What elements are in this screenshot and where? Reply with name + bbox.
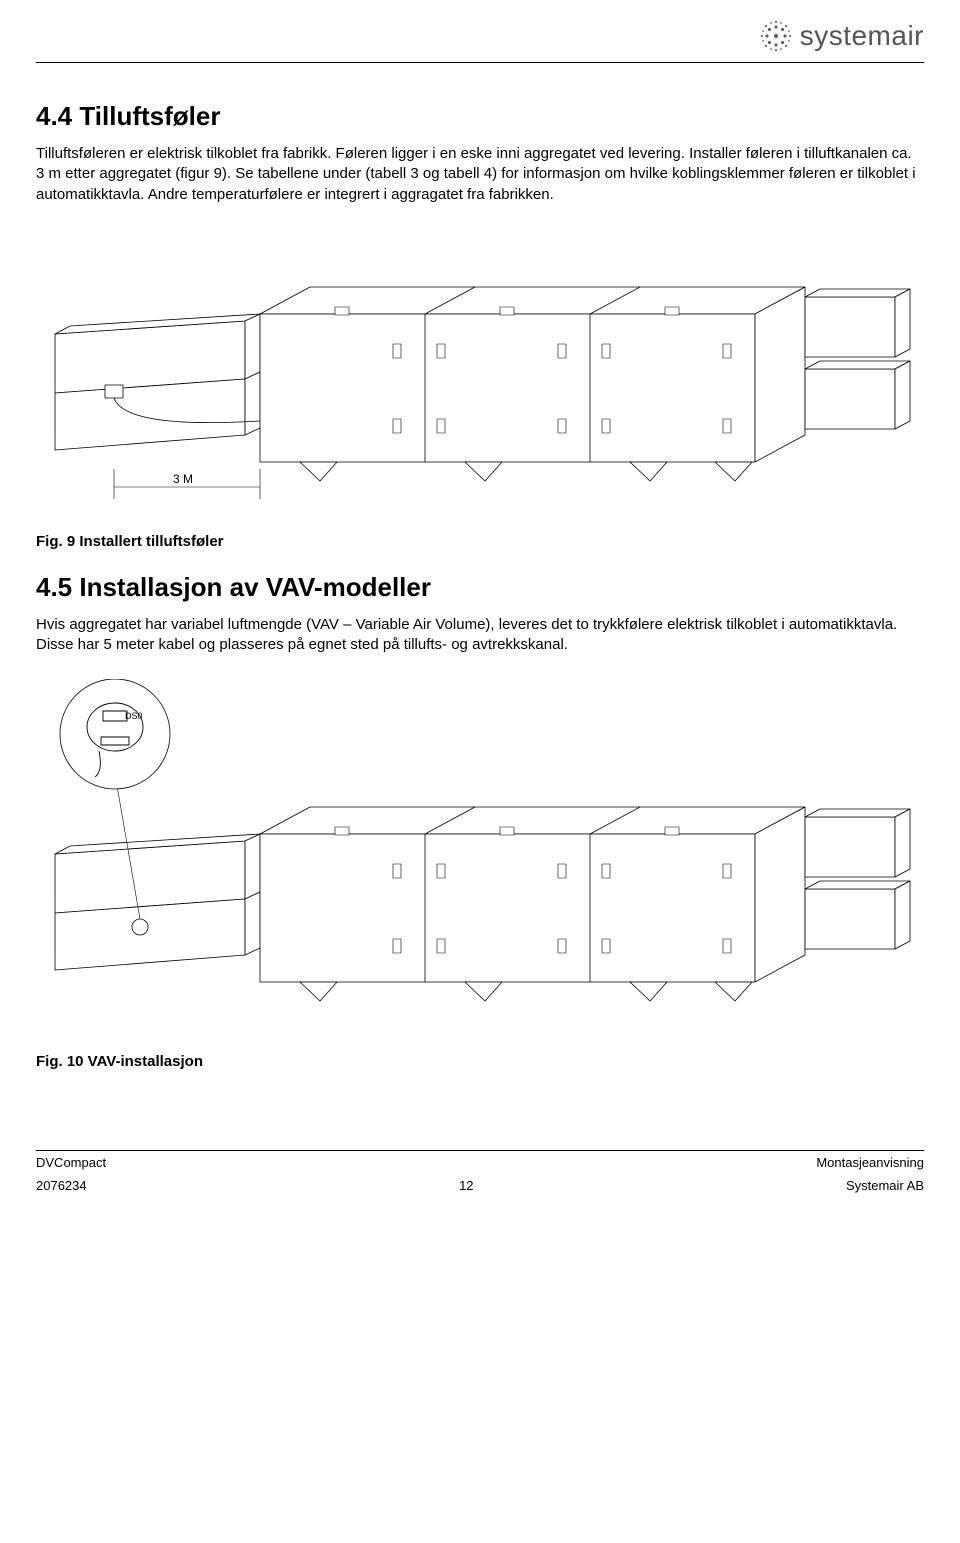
brand-logo: systemair xyxy=(758,18,924,54)
page-footer: DVCompact Montasjeanvisning 2076234 12 S… xyxy=(36,1150,924,1197)
section-4-4-text: Tilluftsføleren er elektrisk tilkoblet f… xyxy=(36,144,924,205)
figure-9-caption: Fig. 9 Installert tilluftsføler xyxy=(36,533,924,550)
section-4-5-text: Hvis aggregatet har variabel luftmengde … xyxy=(36,615,924,656)
footer-page-number: 12 xyxy=(87,1178,846,1193)
svg-text:3 M: 3 M xyxy=(173,472,193,486)
footer-company: Systemair AB xyxy=(846,1178,924,1193)
footer-product: DVCompact xyxy=(36,1155,106,1170)
brand-text: systemair xyxy=(800,20,924,52)
section-4-5-heading: 4.5 Installasjon av VAV-modeller xyxy=(36,572,924,603)
figure-9: 3 M xyxy=(36,229,924,519)
section-4-4-heading: 4.4 Tilluftsføler xyxy=(36,101,924,132)
footer-doc-type: Montasjeanvisning xyxy=(816,1155,924,1170)
svg-text:DS0: DS0 xyxy=(125,711,143,721)
page-header: systemair xyxy=(36,0,924,62)
figure-10-caption: Fig. 10 VAV-installasjon xyxy=(36,1053,924,1070)
footer-doc-id: 2076234 xyxy=(36,1178,87,1193)
logo-icon xyxy=(758,18,794,54)
figure-10: DS0 xyxy=(36,679,924,1039)
